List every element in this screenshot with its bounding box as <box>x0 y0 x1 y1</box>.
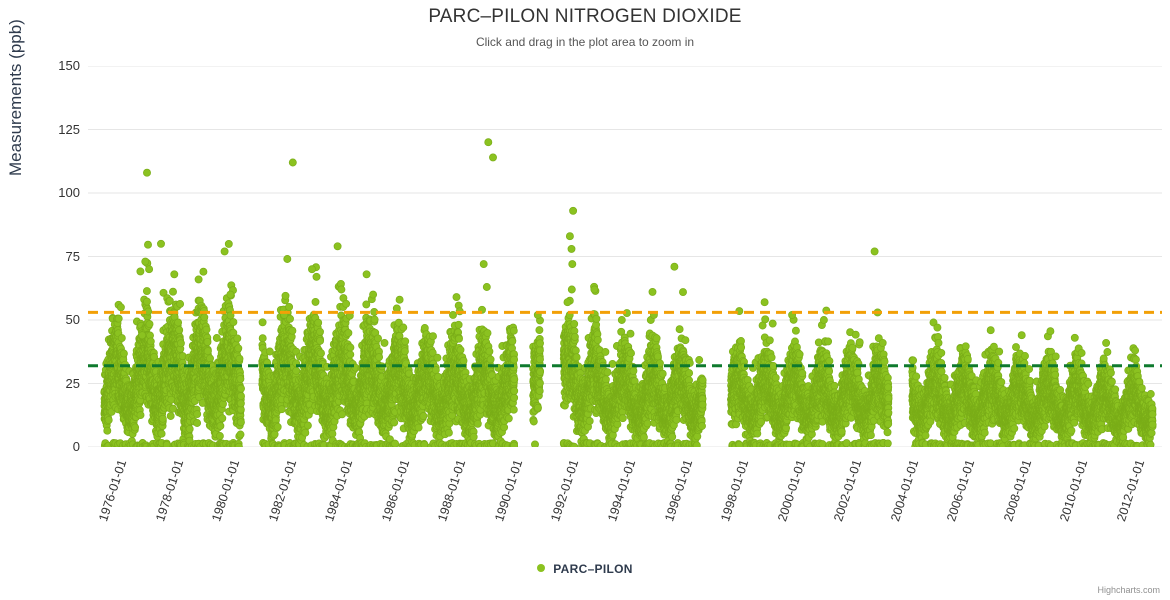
scatter-point <box>229 318 238 327</box>
scatter-point <box>303 421 312 430</box>
y-axis-tick-label: 150 <box>58 58 80 73</box>
scatter-point <box>218 414 227 423</box>
scatter-point <box>292 366 301 375</box>
scatter-point <box>314 318 323 327</box>
scatter-point <box>203 337 212 346</box>
scatter-plot-svg[interactable] <box>88 66 1162 447</box>
y-axis-tick-label: 125 <box>58 121 80 137</box>
scatter-point <box>143 297 151 306</box>
y-axis-tick-label: 0 <box>72 439 80 454</box>
scatter-point <box>281 291 290 300</box>
scatter-point <box>235 354 244 363</box>
scatter-point <box>166 412 175 420</box>
scatter-point <box>316 336 325 345</box>
scatter-point <box>200 313 209 322</box>
scatter-point <box>144 240 152 249</box>
scatter-point <box>162 440 171 447</box>
data-points <box>100 138 1157 447</box>
scatter-point <box>285 302 294 311</box>
scatter-point <box>193 410 202 419</box>
scatter-point <box>202 325 211 334</box>
scatter-point <box>114 314 123 323</box>
scatter-point <box>174 318 183 327</box>
scatter-point <box>216 421 225 430</box>
scatter-point <box>175 326 184 335</box>
scatter-point <box>346 343 355 352</box>
scatter-point <box>119 349 128 358</box>
scatter-point <box>104 416 113 425</box>
scatter-point <box>344 328 353 337</box>
scatter-point <box>236 399 245 408</box>
scatter-point <box>301 428 310 437</box>
chart-subtitle: Click and drag in the plot area to zoom … <box>475 35 695 49</box>
scatter-point <box>237 384 245 393</box>
scatter-point <box>342 299 351 308</box>
scatter-point <box>316 327 324 336</box>
scatter-point <box>185 425 194 433</box>
scatter-point <box>203 347 212 356</box>
scatter-point <box>234 344 243 353</box>
scatter-point <box>236 418 245 427</box>
scatter-point <box>273 422 282 431</box>
scatter-point <box>233 334 242 343</box>
y-axis-title: Measurements (ppb) <box>6 19 25 176</box>
scatter-point <box>158 414 167 423</box>
scatter-point <box>311 297 320 306</box>
scatter-point <box>142 287 151 296</box>
scatter-point <box>146 337 155 346</box>
scatter-point <box>338 410 347 419</box>
scatter-point <box>328 429 337 438</box>
scatter-point <box>215 432 224 440</box>
scatter-point <box>346 350 355 359</box>
scatter-point <box>131 423 140 432</box>
scatter-point <box>317 349 325 358</box>
chart-title: PARC–PILON NITROGEN DIOXIDE <box>428 6 742 27</box>
y-axis-tick-label: 75 <box>65 248 80 264</box>
scatter-point <box>157 429 166 438</box>
scatter-point <box>237 392 245 401</box>
scatter-point <box>136 267 145 276</box>
scatter-point <box>206 354 214 363</box>
scatter-point <box>169 287 177 296</box>
scatter-point <box>136 411 145 420</box>
scatter-point <box>236 430 245 439</box>
scatter-point <box>258 318 267 327</box>
scatter-point <box>145 320 154 329</box>
y-axis-tick-label: 50 <box>65 312 80 327</box>
scatter-point <box>234 442 243 447</box>
y-axis-tick-label: 25 <box>65 375 80 391</box>
scatter-point <box>176 300 185 308</box>
y-axis-labels: 0 25 50 75 100 125 150 <box>34 59 80 453</box>
scatter-point <box>117 334 126 343</box>
scatter-point <box>176 339 185 348</box>
y-axis-tick-label: 100 <box>58 185 80 200</box>
plot-area[interactable] <box>88 66 1162 447</box>
scatter-point <box>236 374 245 383</box>
scatter-point <box>258 334 267 343</box>
scatter-point <box>224 239 233 248</box>
scatter-point <box>288 326 297 335</box>
scatter-point <box>103 426 112 435</box>
scatter-point <box>193 419 202 427</box>
scatter-point <box>212 334 221 342</box>
